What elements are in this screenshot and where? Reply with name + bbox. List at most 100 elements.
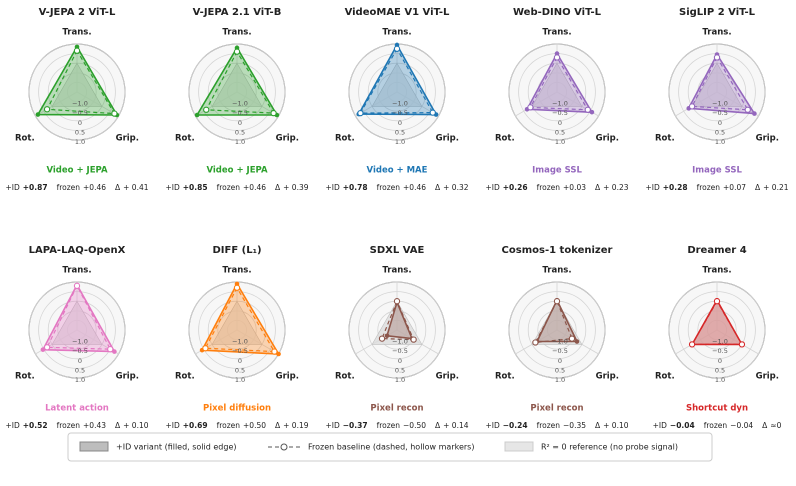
r-tick-label: −1.0 (552, 100, 568, 108)
frozen-marker (271, 348, 278, 355)
category-label: Video + JEPA (46, 166, 107, 176)
stats-text: Δ (275, 421, 281, 430)
r-tick-label: −1.0 (552, 338, 568, 346)
stats-text: +0.78 (343, 183, 368, 192)
axis-label: Rot. (335, 134, 355, 144)
r-tick-label: 1.0 (75, 138, 85, 146)
stats-text: frozen (704, 421, 728, 430)
legend-label: +ID variant (filled, solid edge) (116, 443, 237, 452)
r-tick-label: 0.5 (395, 366, 405, 374)
r-tick-label: 0.5 (75, 366, 85, 374)
stats-text: + 0.10 (123, 421, 149, 430)
stats-line: +ID +0.78 frozen +0.46 Δ + 0.32 (325, 183, 468, 192)
reference-area (531, 62, 583, 107)
r-tick-label: 0.5 (555, 366, 565, 374)
r-tick-label: 0 (78, 119, 82, 127)
axis-label: Trans. (542, 266, 571, 276)
reference-area (691, 62, 743, 107)
stats-text: Δ (755, 183, 761, 192)
r-tick-label: 0.5 (235, 366, 245, 374)
legend: +ID variant (filled, solid edge) Frozen … (67, 432, 713, 462)
category-label: Pixel recon (530, 404, 583, 414)
stats-text: +0.50 (243, 421, 266, 430)
frozen-marker (584, 106, 591, 113)
reference-area (51, 62, 103, 107)
variant-marker (40, 347, 46, 352)
axis-label: Trans. (222, 28, 251, 38)
frozen-marker (111, 110, 118, 117)
variant-marker (35, 112, 41, 117)
stats-line: +ID +0.52 frozen +0.43 Δ + 0.10 (5, 421, 148, 430)
stats-text: Δ (275, 183, 281, 192)
category-label: Shortcut dyn (686, 404, 748, 414)
stats-text: +0.28 (663, 183, 688, 192)
frozen-marker (73, 47, 81, 54)
frozen-marker (744, 106, 751, 113)
legend-label: Frozen baseline (dashed, hollow markers) (308, 443, 474, 452)
variant-area (195, 46, 279, 116)
stats-text: −0.37 (343, 421, 368, 430)
r-tick-label: −0.5 (552, 347, 568, 355)
legend-swatch-filled (79, 441, 109, 452)
r-tick-label: 0 (398, 119, 402, 127)
axis-label: Trans. (542, 28, 571, 38)
category-label: Image SSL (692, 166, 742, 176)
stats-text: +0.87 (23, 183, 48, 192)
r-tick-label: −1.0 (72, 338, 88, 346)
r-tick-label: −1.0 (392, 100, 408, 108)
axis-label: Grip. (116, 134, 139, 144)
stats-line: +ID +0.26 frozen +0.03 Δ + 0.23 (485, 183, 628, 192)
chart-title: LAPA-LAQ-OpenX (29, 245, 126, 256)
axis-label: Rot. (15, 372, 35, 382)
stats-text: +ID (5, 183, 19, 192)
r-tick-label: 1.0 (715, 376, 725, 384)
frozen-marker (553, 54, 561, 61)
axis-label: Trans. (382, 266, 411, 276)
r-tick-label: 0 (78, 357, 82, 365)
reference-area (371, 62, 423, 107)
r-tick-label: 0.5 (555, 128, 565, 136)
radar-chart: Web-DINO ViT-L −1.0−0.5 00.5 1.0 Trans. Rot. G… (485, 7, 628, 192)
variant-marker (574, 339, 580, 344)
frozen-line (46, 284, 112, 350)
stats-text: frozen (697, 183, 721, 192)
frozen-marker (553, 298, 561, 305)
reference-area (531, 300, 583, 345)
frozen-line (691, 56, 749, 111)
frozen-marker (713, 54, 721, 61)
category-label: Latent action (45, 404, 109, 414)
stats-text: +0.69 (183, 421, 208, 430)
axis-label: Rot. (495, 134, 515, 144)
axis-label: Grip. (756, 372, 779, 382)
axis-label: Grip. (756, 134, 779, 144)
variant-marker (276, 351, 281, 357)
chart-title: Cosmos-1 tokenizer (502, 245, 613, 256)
axis-label: Grip. (436, 372, 459, 382)
axis-label: Rot. (655, 134, 675, 144)
r-tick-label: 1.0 (235, 138, 245, 146)
stats-text: +ID (485, 183, 499, 192)
frozen-marker (393, 298, 401, 305)
stats-line: +ID −0.37 frozen −0.50 Δ + 0.14 (325, 421, 468, 430)
stats-text: + 0.14 (443, 421, 469, 430)
stats-text: +ID (165, 183, 179, 192)
radar-chart: LAPA-LAQ-OpenX −1.0−0.5 00.5 1.0 Trans. Rot. G… (5, 245, 148, 430)
r-tick-label: 0 (718, 119, 722, 127)
axis-label: Trans. (702, 28, 731, 38)
stats-text: +ID (5, 421, 19, 430)
radar-chart: DIFF (L₁) −1.0−0.5 00.5 1.0 Trans. Rot. Grip. P… (165, 245, 308, 430)
frozen-marker (393, 45, 401, 52)
r-tick-label: −1.0 (232, 100, 248, 108)
r-tick-label: −0.5 (712, 347, 728, 355)
axis-label: Rot. (15, 134, 35, 144)
r-tick-label: 1.0 (715, 138, 725, 146)
chart-title: V-JEPA 2.1 ViT-B (193, 7, 282, 18)
r-tick-label: 0 (238, 357, 242, 365)
r-tick-label: 1.0 (395, 376, 405, 384)
r-tick-label: 0 (718, 357, 722, 365)
r-tick-label: −0.5 (232, 109, 248, 117)
stats-text: frozen (57, 421, 81, 430)
stats-text: ≈0 (770, 421, 781, 430)
stats-text: frozen (217, 183, 241, 192)
category-label: Video + MAE (367, 166, 428, 176)
